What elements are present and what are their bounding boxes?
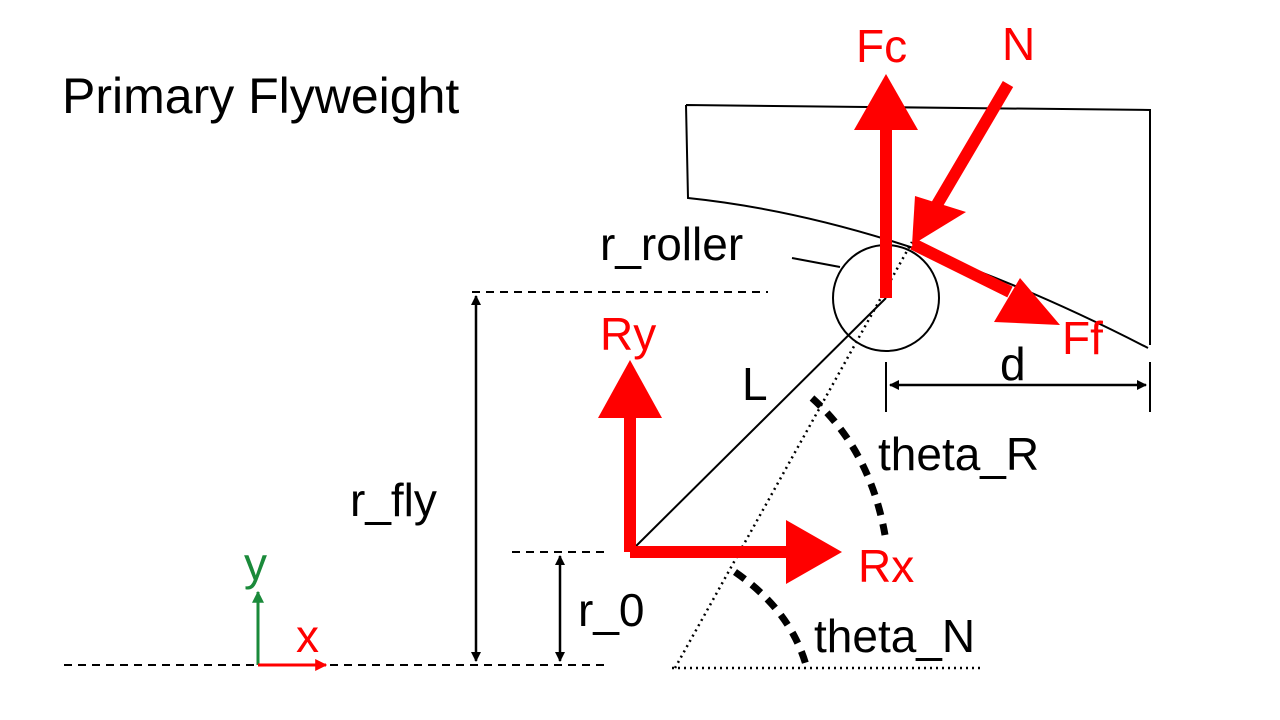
label-l: L: [742, 358, 768, 410]
r-roller-leader: [791, 257, 841, 268]
label-ry: Ry: [600, 308, 656, 360]
force-fc-arrow: [854, 74, 918, 298]
force-n-arrow: [912, 80, 1014, 245]
diagram-title: Primary Flyweight: [62, 68, 459, 124]
label-rx: Rx: [858, 540, 914, 592]
force-ff-arrow: [910, 238, 1060, 325]
force-rx-arrow: [630, 520, 842, 584]
label-theta-n: theta_N: [814, 610, 975, 662]
label-axis-x: x: [296, 610, 319, 662]
theta-r-arc: [809, 395, 889, 536]
force-ry-arrow: [598, 360, 662, 552]
arm-line-l: [629, 297, 887, 553]
label-r-0: r_0: [578, 584, 644, 636]
label-r-fly: r_fly: [350, 474, 437, 526]
label-r-roller: r_roller: [600, 218, 743, 270]
label-fc: Fc: [856, 20, 907, 72]
normal-direction-dotted-line: [673, 241, 914, 669]
label-d: d: [1000, 338, 1026, 390]
label-n: N: [1002, 18, 1035, 70]
label-ff: Ff: [1062, 312, 1103, 364]
label-theta-r: theta_R: [878, 428, 1039, 480]
label-axis-y: y: [244, 538, 267, 590]
theta-n-arc: [733, 569, 810, 666]
